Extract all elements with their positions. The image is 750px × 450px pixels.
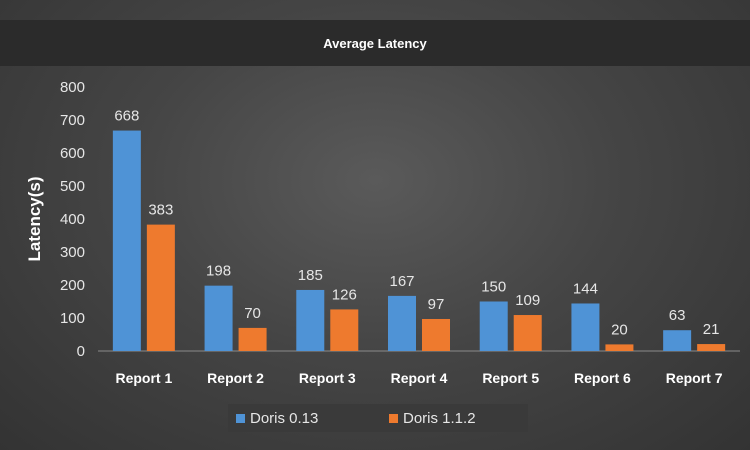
bar-2 bbox=[605, 344, 634, 351]
legend-swatch-2 bbox=[389, 414, 398, 423]
bar-2 bbox=[422, 318, 450, 351]
data-label: 21 bbox=[703, 321, 720, 338]
y-tick-label: 300 bbox=[60, 244, 85, 261]
y-tick-label: 0 bbox=[77, 343, 85, 360]
data-label: 97 bbox=[428, 296, 445, 313]
legend-swatch-1 bbox=[236, 414, 245, 423]
y-tick-label: 200 bbox=[60, 277, 85, 294]
legend-box bbox=[228, 404, 528, 432]
data-label: 198 bbox=[206, 263, 231, 280]
bar-2 bbox=[697, 344, 726, 351]
chart-title: Average Latency bbox=[323, 36, 427, 51]
bar-2 bbox=[330, 309, 359, 351]
x-tick-label: Report 7 bbox=[666, 370, 723, 386]
data-label: 126 bbox=[332, 286, 357, 303]
bar-1 bbox=[571, 303, 600, 351]
y-tick-label: 100 bbox=[60, 310, 85, 327]
y-tick-label: 400 bbox=[60, 211, 85, 228]
bar-1 bbox=[296, 289, 325, 351]
legend-label: Doris 0.13 bbox=[250, 410, 318, 427]
x-tick-label: Report 6 bbox=[574, 370, 631, 386]
legend-label: Doris 1.1.2 bbox=[403, 410, 476, 427]
y-axis-label: Latency(s) bbox=[25, 176, 44, 261]
x-tick-label: Report 1 bbox=[115, 370, 172, 386]
bar-2 bbox=[238, 327, 267, 351]
x-tick-label: Report 4 bbox=[391, 370, 448, 386]
y-tick-label: 500 bbox=[60, 178, 85, 195]
bar-1 bbox=[112, 130, 141, 351]
data-label: 109 bbox=[515, 292, 540, 309]
y-tick-label: 700 bbox=[60, 112, 85, 129]
data-label: 150 bbox=[481, 279, 506, 296]
data-label: 144 bbox=[573, 280, 598, 297]
bar-2 bbox=[513, 315, 542, 351]
data-label: 63 bbox=[669, 307, 686, 324]
data-label: 668 bbox=[114, 108, 139, 125]
x-tick-label: Report 5 bbox=[482, 370, 539, 386]
bar-1 bbox=[663, 330, 692, 351]
data-label: 167 bbox=[389, 273, 414, 290]
bar-1 bbox=[388, 295, 416, 351]
data-label: 185 bbox=[298, 267, 323, 284]
y-tick-label: 600 bbox=[60, 145, 85, 162]
bar-1 bbox=[479, 301, 508, 351]
bar-2 bbox=[146, 224, 175, 351]
data-label: 20 bbox=[611, 321, 628, 338]
y-tick-label: 800 bbox=[60, 79, 85, 96]
x-tick-label: Report 2 bbox=[207, 370, 264, 386]
data-label: 70 bbox=[244, 305, 261, 322]
title-bar bbox=[0, 20, 750, 66]
bar-1 bbox=[204, 285, 233, 351]
data-label: 383 bbox=[148, 202, 173, 219]
x-tick-label: Report 3 bbox=[299, 370, 356, 386]
